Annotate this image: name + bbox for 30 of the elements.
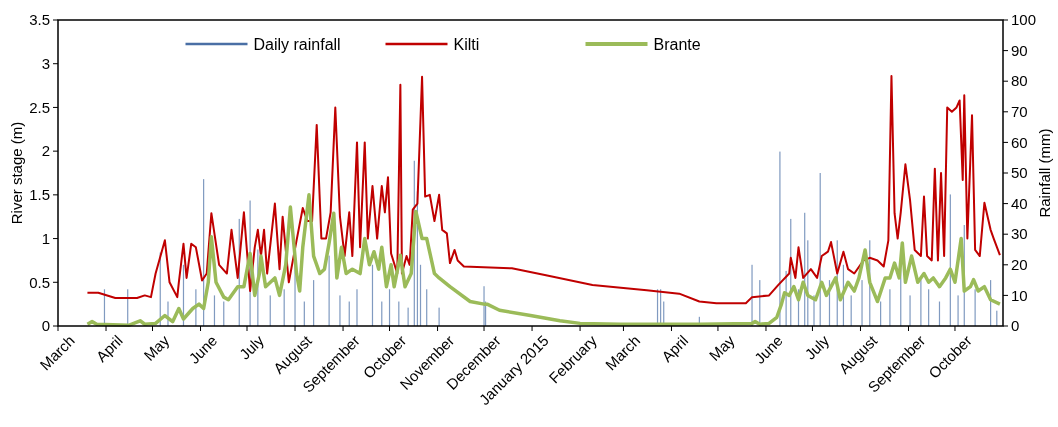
y2-tick-label: 90	[1011, 41, 1028, 59]
legend-label: Daily rainfall	[253, 35, 341, 53]
y2-tick-label: 40	[1011, 194, 1028, 212]
y-tick-label: 0	[41, 317, 50, 335]
y2-tick-label: 70	[1011, 103, 1028, 121]
y2-tick-label: 30	[1011, 225, 1028, 243]
y-tick-label: 3	[41, 54, 50, 72]
y2-tick-label: 80	[1011, 72, 1028, 90]
y2-axis-title: Rainfall (mm)	[1036, 128, 1053, 218]
y-tick-label: 2.5	[29, 98, 50, 116]
y-tick-label: 0.5	[29, 273, 50, 291]
x-tick-label: May	[705, 331, 739, 364]
line-series	[86, 74, 1001, 305]
y-tick-label: 3.5	[29, 11, 50, 29]
y2-tick-label: 100	[1011, 11, 1037, 29]
y2-tick-label: 10	[1011, 286, 1028, 304]
x-tick-label: July	[235, 331, 268, 363]
y-tick-label: 1.5	[29, 186, 50, 204]
x-tick-label: May	[140, 331, 173, 364]
y-axis-title: River stage (m)	[8, 121, 25, 225]
line-series	[85, 193, 1002, 327]
y-tick-label: 2	[41, 142, 50, 160]
y2-tick-label: 20	[1011, 256, 1028, 274]
x-tick-label: July	[801, 331, 833, 363]
legend-label: Brante	[653, 35, 701, 53]
y2-tick-label: 50	[1011, 164, 1028, 182]
y2-tick-label: 60	[1011, 133, 1028, 151]
legend-label: Kilti	[453, 35, 480, 53]
y2-tick-label: 0	[1011, 317, 1020, 335]
y-tick-label: 1	[41, 229, 50, 247]
